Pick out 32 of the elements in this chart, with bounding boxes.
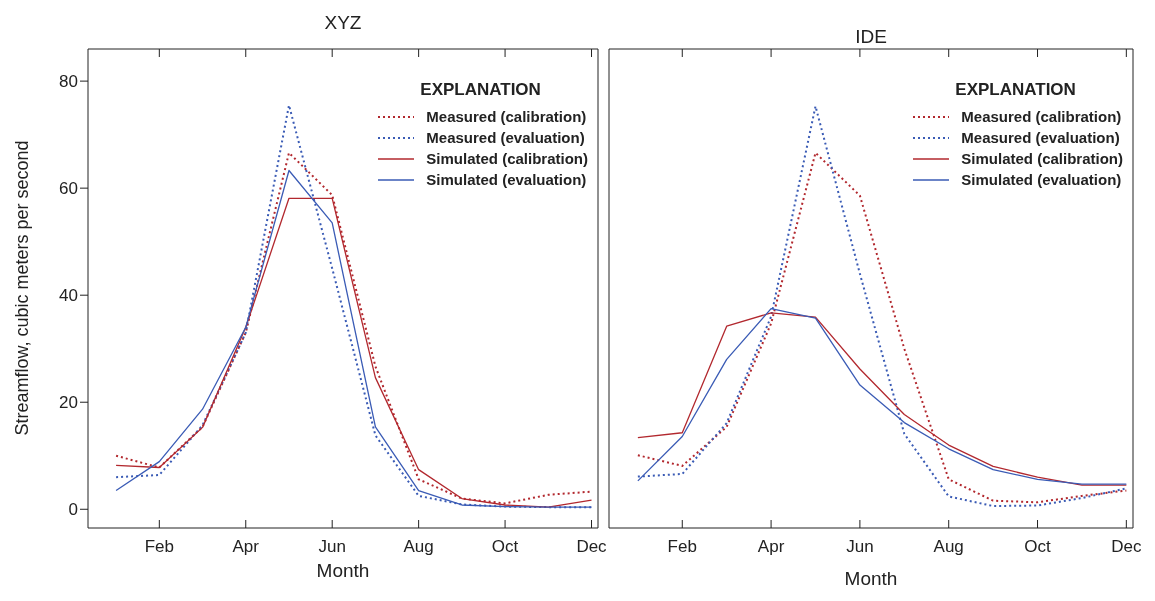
legend-title: EXPLANATION: [955, 80, 1077, 100]
x-tick-label: Apr: [757, 537, 785, 556]
x-tick-label: Dec: [576, 537, 608, 556]
legend-label: Measured (calibration): [426, 108, 587, 125]
x-tick-label: Feb: [144, 537, 174, 556]
y-tick-label: 40: [59, 286, 78, 306]
legend-label: Simulated (calibration): [961, 150, 1123, 167]
y-tick-label: 0: [68, 500, 78, 520]
y-tick-label: 60: [59, 179, 78, 199]
legend-label: Measured (calibration): [961, 108, 1122, 125]
x-tick-label: Apr: [232, 537, 260, 556]
x-axis-title: Month: [843, 568, 899, 590]
x-tick-label: Dec: [1111, 537, 1142, 556]
legend-label: Simulated (evaluation): [426, 171, 587, 188]
chart-title: XYZ: [323, 12, 363, 34]
x-tick-label: Jun: [846, 537, 874, 556]
chart-title: IDE: [854, 26, 888, 48]
x-tick-label: Aug: [403, 537, 434, 556]
x-tick-label: Oct: [491, 537, 519, 556]
x-tick-label: Oct: [1024, 537, 1052, 556]
legend-label: Measured (evaluation): [426, 129, 585, 146]
legend-title: EXPLANATION: [420, 80, 542, 100]
legend-label: Simulated (calibration): [426, 150, 588, 167]
y-tick-label: 80: [59, 72, 78, 92]
x-tick-label: Feb: [667, 537, 697, 556]
legend-label: Measured (evaluation): [961, 129, 1120, 146]
x-tick-label: Jun: [318, 537, 346, 556]
x-tick-label: Aug: [933, 537, 964, 556]
x-axis-title: Month: [315, 560, 371, 582]
y-tick-label: 20: [59, 393, 78, 413]
y-axis-title: Streamflow, cubic meters per second: [12, 140, 32, 436]
legend-label: Simulated (evaluation): [961, 171, 1122, 188]
